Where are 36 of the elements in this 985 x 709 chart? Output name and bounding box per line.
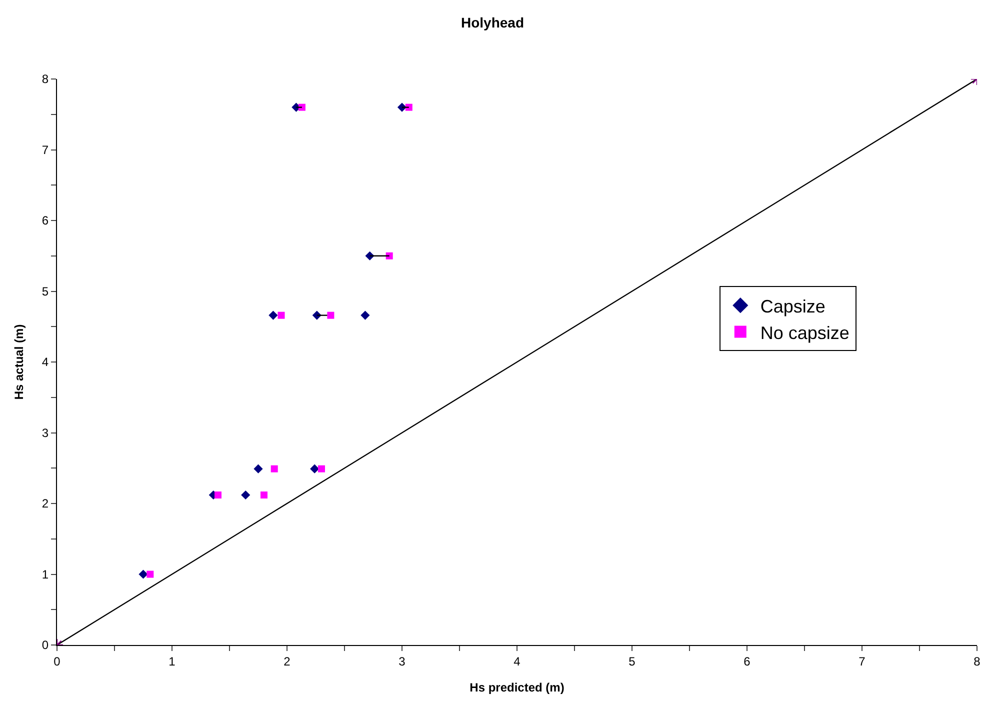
y-tick-label: 4 (42, 355, 49, 370)
x-tick-label: 1 (168, 654, 176, 668)
point (318, 465, 325, 472)
x-tick-label: 0 (54, 654, 61, 668)
point (278, 312, 285, 319)
point (360, 310, 370, 320)
point (241, 490, 250, 500)
legend-label: No capsize (760, 322, 850, 343)
x-tick-label: 5 (628, 654, 636, 668)
point (327, 312, 334, 319)
point (254, 464, 263, 474)
legend-label: Capsize (760, 296, 826, 316)
x-tick-label: 8 (974, 654, 981, 668)
y-tick-label: 6 (42, 214, 49, 228)
x-tick-label: 4 (514, 654, 521, 668)
y-tick-label: 2 (42, 496, 49, 511)
point (386, 252, 393, 260)
x-tick-label: 3 (398, 654, 406, 668)
x-tick-label: 2 (284, 654, 291, 668)
point (268, 310, 278, 320)
point (146, 570, 154, 578)
point (138, 570, 148, 579)
point (260, 492, 268, 499)
x-tick-label: 7 (858, 654, 866, 668)
point (270, 465, 278, 472)
y-tick-label: 5 (42, 284, 49, 298)
y-tick-label: 3 (42, 426, 49, 440)
y-tick-label: 0 (42, 638, 49, 652)
x-tick-label: 6 (744, 654, 751, 668)
y-tick-label: 7 (42, 142, 49, 157)
x-axis-title: Hs predicted (m) (470, 680, 564, 694)
chart-title: Holyhead (460, 14, 524, 31)
y-tick-label: 8 (42, 72, 49, 86)
y-axis-title: Hs actual (m) (12, 324, 26, 400)
y-tick-label: 1 (42, 567, 49, 582)
point (214, 492, 222, 499)
